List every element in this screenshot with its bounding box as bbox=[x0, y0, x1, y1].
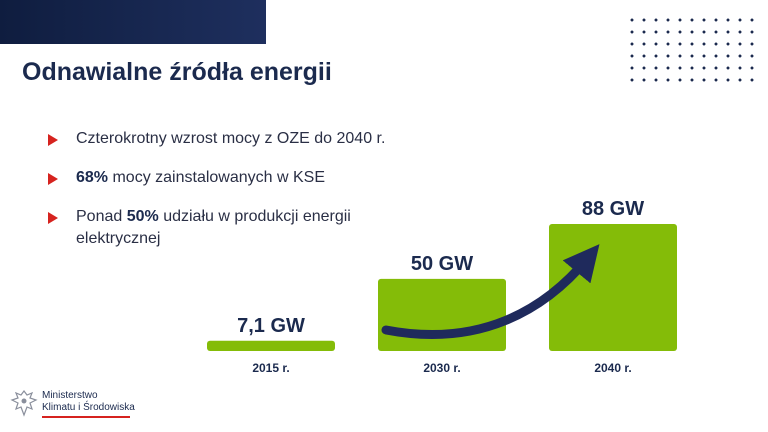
bullet-arrow-icon bbox=[48, 173, 58, 185]
ministry-name: Ministerstwo Klimatu i Środowiska bbox=[42, 390, 135, 414]
bullet-text: udziału w produkcji energii elektrycznej bbox=[76, 208, 351, 247]
slide-title: Odnawialne źródła energii bbox=[22, 58, 332, 86]
bullet-arrow-icon bbox=[48, 134, 58, 146]
bullet-item: Czterokrotny wzrost mocy z OZE do 2040 r… bbox=[48, 128, 428, 150]
bullet-highlight: 50% bbox=[126, 208, 159, 225]
category-label: 2030 r. bbox=[423, 361, 460, 375]
bullet-item: Ponad 50% udziału w produkcji energii el… bbox=[48, 206, 428, 250]
bar-0 bbox=[207, 340, 335, 351]
bar-1 bbox=[378, 278, 506, 351]
bar-2 bbox=[549, 224, 677, 351]
bullet-item: 68% mocy zainstalowanych w KSE bbox=[48, 167, 428, 189]
category-label: 2015 r. bbox=[252, 361, 289, 375]
bullet-highlight: 68% bbox=[76, 169, 109, 186]
bullet-text: Ponad bbox=[76, 208, 127, 225]
bar-value-label: 50 GW bbox=[411, 253, 473, 275]
header-bar bbox=[0, 0, 266, 44]
growth-arrow bbox=[381, 244, 600, 339]
logo-underline bbox=[42, 416, 130, 418]
bar-value-label: 88 GW bbox=[582, 198, 644, 220]
category-label: 2040 r. bbox=[594, 361, 631, 375]
bullet-arrow-icon bbox=[48, 212, 58, 224]
bullet-text: mocy zainstalowanych w KSE bbox=[108, 169, 326, 186]
bullet-list: Czterokrotny wzrost mocy z OZE do 2040 r… bbox=[48, 128, 428, 267]
bullet-text: Czterokrotny wzrost mocy z OZE do 2040 r… bbox=[76, 130, 386, 147]
dot-pattern-decoration bbox=[626, 14, 758, 86]
ministry-logo: Ministerstwo Klimatu i Środowiska bbox=[10, 386, 150, 426]
ministry-name-line2: Klimatu i Środowiska bbox=[42, 402, 135, 413]
ministry-name-line1: Ministerstwo bbox=[42, 390, 98, 401]
eagle-emblem-icon bbox=[10, 390, 38, 417]
bar-value-label: 7,1 GW bbox=[237, 315, 305, 337]
